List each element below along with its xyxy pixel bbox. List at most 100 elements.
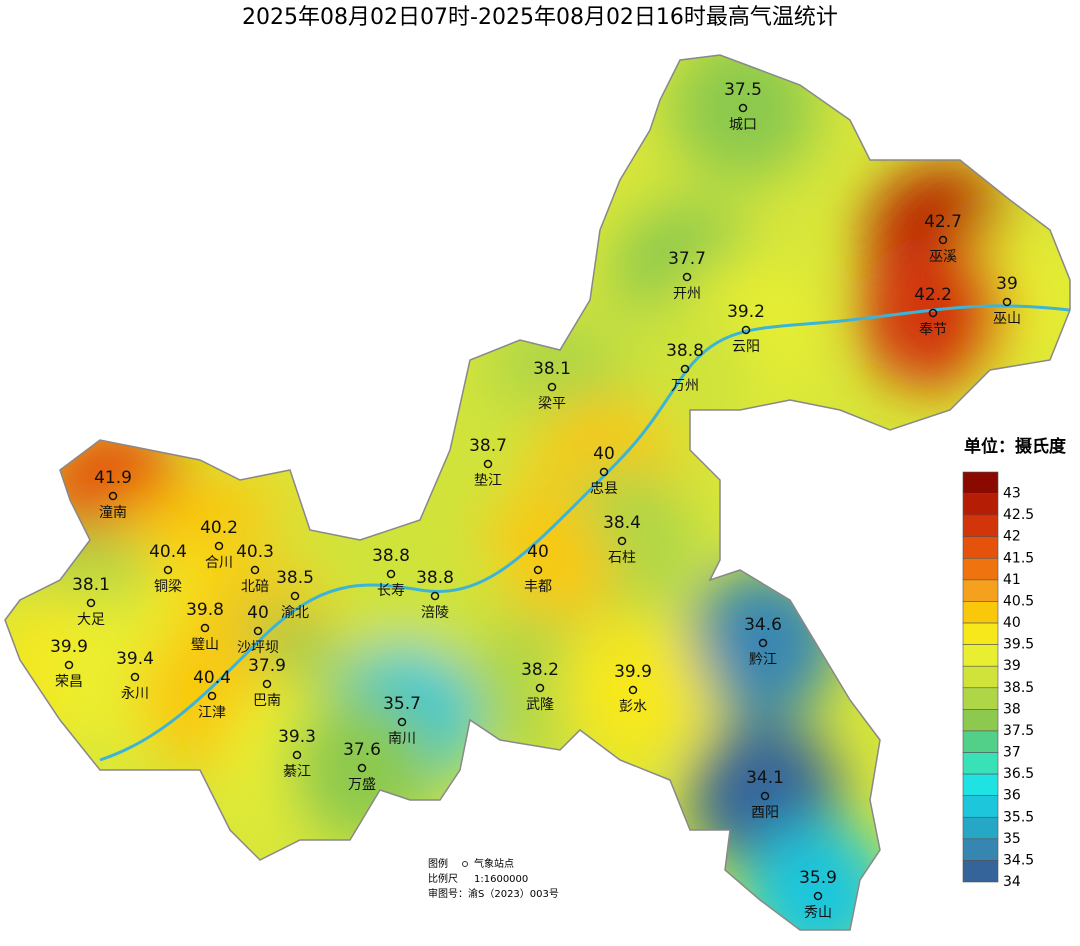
title: 2025年08月02日07时-2025年08月02日16时最高气温统计	[242, 5, 838, 30]
legend-swatch	[962, 709, 999, 732]
legend-swatch	[962, 687, 999, 710]
station-marker	[397, 717, 407, 727]
station-marker	[253, 626, 263, 636]
station-value: 40	[247, 603, 269, 623]
temperature-blob	[558, 615, 708, 765]
legend-tick-label: 34	[1003, 874, 1021, 890]
legend-tick-label: 36	[1003, 788, 1021, 804]
station-name: 万盛	[348, 777, 376, 793]
legend-swatch	[962, 579, 999, 602]
station-value: 35.7	[383, 694, 421, 714]
station-name: 酉阳	[751, 805, 779, 821]
station-name: 渝北	[281, 605, 309, 621]
legend-label: 图例	[428, 857, 448, 870]
legend-swatch	[962, 860, 999, 883]
approval: 审图号：渝S（2023）003号	[428, 887, 559, 900]
station-value: 38.1	[72, 575, 110, 595]
scale: 1:1600000	[474, 874, 528, 885]
legend-swatch	[962, 773, 999, 796]
station-name: 云阳	[732, 339, 760, 355]
station-value: 38.8	[416, 568, 454, 588]
station-name: 黔江	[749, 652, 777, 668]
station-value: 40	[527, 542, 549, 562]
legend-tick-label: 41.5	[1003, 550, 1034, 566]
scale-label: 比例尺	[428, 872, 458, 885]
legend-title: 单位：摄氏度	[964, 436, 1067, 457]
station-name: 城口	[729, 117, 757, 133]
station-value: 40.3	[236, 542, 274, 562]
temperature-blob	[858, 238, 1008, 388]
legend-tick-label: 39.5	[1003, 637, 1034, 653]
station-value: 42.7	[924, 212, 962, 232]
station-name: 潼南	[99, 504, 127, 521]
legend-swatch	[962, 601, 999, 624]
legend-tick-label: 42	[1003, 529, 1021, 545]
station-value: 38.8	[372, 546, 410, 566]
station-name: 万州	[671, 378, 699, 394]
station-marker	[207, 691, 217, 701]
station-name: 永川	[121, 686, 149, 702]
legend: 43 42.5 42 41.5 41 40.5 40 39.5 39 38.5 38 37.5 37 36…	[962, 471, 1034, 890]
legend-tick-label: 38.5	[1003, 680, 1034, 696]
legend-swatch	[962, 622, 999, 645]
legend-tick-label: 37.5	[1003, 723, 1034, 739]
legend-swatch	[962, 644, 999, 667]
station-marker	[250, 565, 260, 575]
station-marker	[758, 638, 768, 648]
station-value: 38.4	[603, 513, 641, 533]
station-value: 39.2	[727, 302, 765, 322]
station-name: 巴南	[253, 693, 281, 709]
legend-swatch	[962, 536, 999, 559]
legend-swatch	[962, 730, 999, 753]
station-value: 37.9	[248, 656, 286, 676]
station-value: 38.2	[521, 660, 559, 680]
temperature-blob	[610, 294, 760, 444]
station-name: 铜梁	[154, 579, 182, 595]
station-value: 38.8	[666, 341, 704, 361]
station-value: 39.9	[50, 637, 88, 657]
station-marker	[599, 467, 609, 477]
legend-swatch	[962, 795, 999, 818]
station-value: 37.7	[668, 249, 706, 269]
station-marker	[200, 623, 210, 633]
legend-tick-label: 38	[1003, 701, 1021, 717]
legend-swatch	[962, 752, 999, 775]
legend-tick-label: 37	[1003, 745, 1021, 761]
station-name: 长寿	[377, 582, 405, 599]
station-value: 39.3	[278, 727, 316, 747]
station-marker	[617, 536, 627, 546]
station-marker	[64, 660, 74, 670]
legend-tick-label: 36.5	[1003, 766, 1034, 782]
station-marker	[628, 685, 638, 695]
legend-swatch	[962, 838, 999, 861]
station-name: 梁平	[538, 396, 566, 412]
station-name: 垫江	[474, 473, 502, 489]
station-marker	[386, 569, 396, 579]
legend-tick-label: 40.5	[1003, 593, 1034, 609]
station-value: 39.4	[116, 649, 154, 669]
station-value: 34.6	[744, 615, 782, 635]
footer: 图例 气象站点 比例尺 1:1600000 审图号：渝S（2023）003号	[428, 857, 559, 900]
station-name: 沙坪坝	[237, 640, 279, 656]
station-marker	[547, 382, 557, 392]
station-name: 开州	[673, 286, 701, 302]
station-marker	[741, 325, 751, 335]
station-marker	[535, 683, 545, 693]
station-name: 大足	[77, 612, 105, 628]
station-name: 合川	[205, 555, 233, 571]
station-marker	[130, 672, 140, 682]
legend-swatch	[962, 471, 999, 494]
station-marker	[938, 235, 948, 245]
station-name: 涪陵	[421, 605, 449, 621]
station-marker	[214, 541, 224, 551]
station-marker	[682, 272, 692, 282]
station-value: 37.5	[724, 80, 762, 100]
station-marker	[533, 565, 543, 575]
station-value: 40.2	[200, 518, 238, 538]
station-value: 37.6	[343, 740, 381, 760]
station-name: 秀山	[804, 905, 832, 921]
station-value: 39	[996, 274, 1018, 294]
station-name: 北碚	[241, 579, 269, 595]
station-name: 荣昌	[55, 674, 83, 690]
